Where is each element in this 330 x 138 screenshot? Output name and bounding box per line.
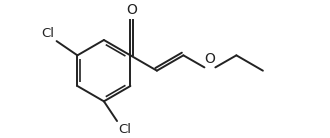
Text: Cl: Cl xyxy=(41,27,54,40)
Text: Cl: Cl xyxy=(118,123,131,136)
Text: O: O xyxy=(205,52,215,66)
Text: O: O xyxy=(126,3,137,17)
